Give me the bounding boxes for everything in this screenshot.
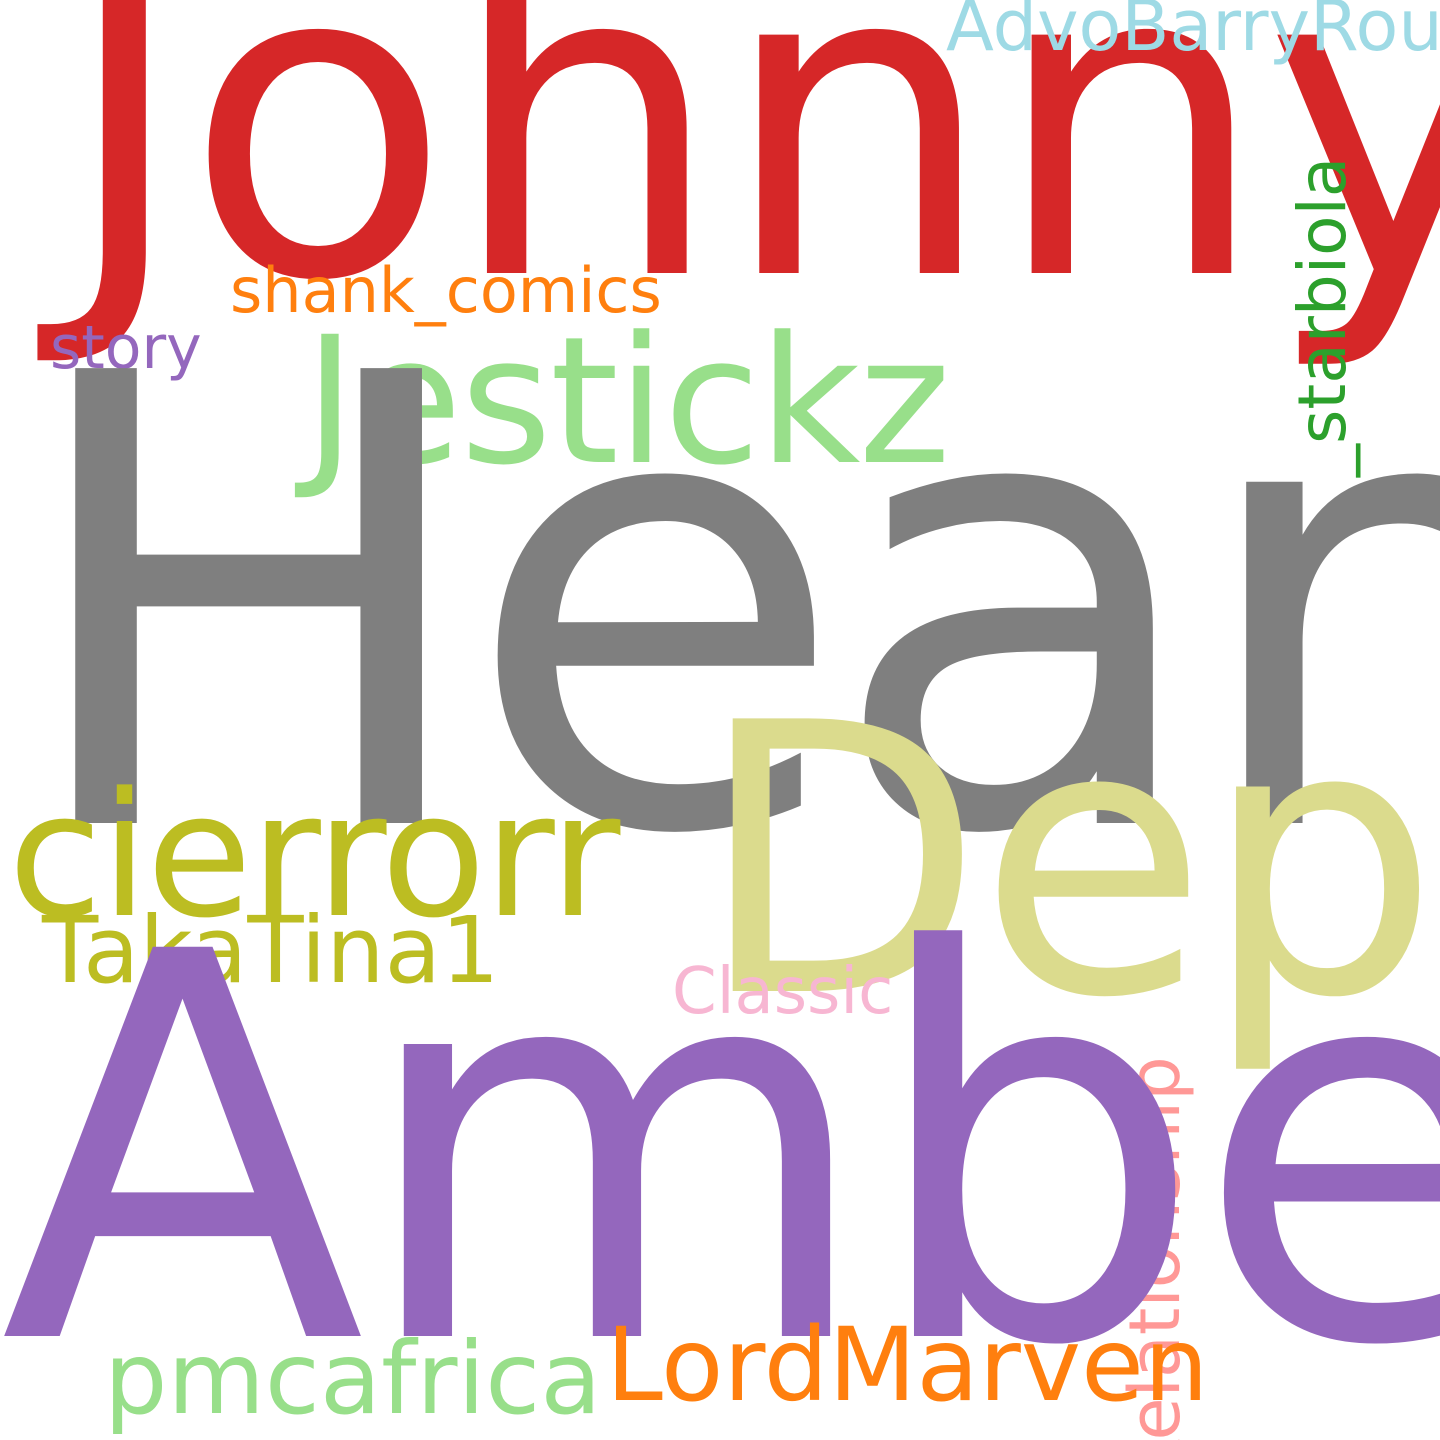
word-jestickz: Jestickz: [304, 299, 951, 504]
word-shank-comics: shank_comics: [230, 254, 662, 327]
word-lordmarven: LordMarven: [606, 1306, 1209, 1425]
word-story: story: [50, 313, 202, 383]
word-pmcafrica: pmcafrica: [104, 1320, 602, 1437]
word-advobarryroux: AdvoBarryRoux: [946, 0, 1440, 67]
word-heard: Heard: [14, 245, 1440, 971]
word-johnny: Johnny: [60, 0, 1440, 376]
word-takatina1: TakaTina1: [42, 897, 500, 1004]
word-classic: Classic: [672, 955, 894, 1029]
word-amber: Amber: [0, 840, 1440, 1440]
word-depp: Depp: [696, 645, 1440, 1080]
word-cierrorr: cierrorr: [8, 755, 620, 956]
